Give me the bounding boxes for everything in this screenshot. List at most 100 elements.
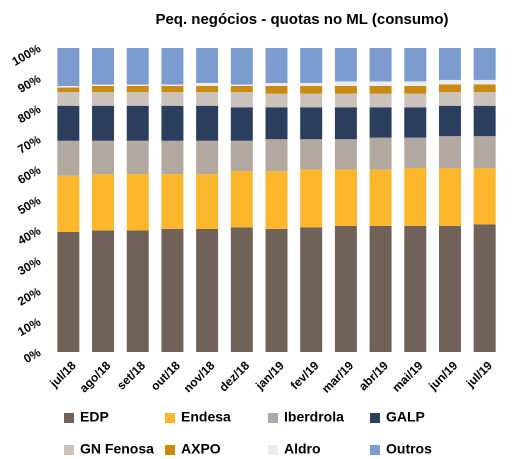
x-tick-label: out/18 <box>148 358 183 393</box>
bar-segment <box>230 86 253 93</box>
bar-segment <box>57 87 80 93</box>
bar-segment <box>126 92 149 106</box>
bar-segment <box>438 168 461 226</box>
legend-swatch <box>64 445 74 455</box>
legend-label: Outros <box>386 441 432 457</box>
bar-segment <box>265 139 288 172</box>
x-tick-label: ago/18 <box>77 358 114 395</box>
bar-segment <box>404 48 427 82</box>
bar-segment <box>230 171 253 228</box>
x-tick-label: jun/19 <box>425 358 460 393</box>
bar-segment <box>473 136 496 169</box>
bar-segment <box>334 81 357 86</box>
legend-swatch <box>370 413 380 423</box>
bar-segment <box>404 81 427 86</box>
bar-segment <box>265 107 288 140</box>
bar-segment <box>438 225 461 352</box>
y-tick-label: 80% <box>15 102 43 126</box>
x-tick-label: jul/18 <box>46 358 79 391</box>
bar-segment <box>334 225 357 352</box>
bar-segment <box>92 48 115 85</box>
bar-segment <box>126 105 149 141</box>
bar-segment <box>369 81 392 86</box>
legend-label: Iberdrola <box>284 409 344 425</box>
legend-swatch <box>64 413 74 423</box>
legend-label: GALP <box>386 409 425 425</box>
bar-segment <box>265 48 288 83</box>
y-tick-label: 60% <box>15 163 43 187</box>
bar-segment <box>300 86 323 94</box>
legend-label: Aldro <box>284 441 321 457</box>
legend-swatch <box>370 445 380 455</box>
bar-segment <box>230 107 253 141</box>
bar-segment <box>473 168 496 225</box>
bar-segment <box>404 86 427 94</box>
chart-title: Peq. negócios - quotas no ML (consumo) <box>155 11 448 28</box>
y-tick-label: 10% <box>15 315 43 339</box>
y-tick-label: 50% <box>15 193 43 217</box>
bar-segment <box>369 137 392 170</box>
bar-segment <box>473 84 496 93</box>
bar-segment <box>438 84 461 93</box>
y-tick-label: 90% <box>15 71 43 95</box>
x-tick-label: set/18 <box>114 358 148 392</box>
bar-segment <box>265 86 288 94</box>
bar-segment <box>161 140 184 175</box>
bar-segment <box>473 48 496 80</box>
bar-segment <box>57 231 80 352</box>
bar-segment <box>334 86 357 94</box>
legend-swatch <box>165 413 175 423</box>
bar-segment <box>92 174 115 231</box>
bar-segment <box>196 48 219 83</box>
bar-segment <box>473 79 496 85</box>
legend-label: Endesa <box>181 409 231 425</box>
bar-segment <box>161 92 184 106</box>
bar-segment <box>334 139 357 170</box>
bar-segment <box>126 86 149 93</box>
bar-segment <box>473 105 496 137</box>
bar-segment <box>369 225 392 352</box>
bar-segment <box>126 174 149 231</box>
bar-segment <box>404 137 427 169</box>
legend-label: GN Fenosa <box>80 441 154 457</box>
y-tick-label: 70% <box>15 132 43 156</box>
bar-segment <box>92 86 115 93</box>
bar-segment <box>334 48 357 82</box>
y-tick-label: 40% <box>15 223 43 247</box>
x-tick-label: mar/19 <box>319 358 356 395</box>
bar-segment <box>230 92 253 108</box>
bar-segment <box>438 92 461 106</box>
bar-segment <box>161 105 184 141</box>
bar-segment <box>126 140 149 175</box>
bar-segment <box>161 86 184 93</box>
legend-label: AXPO <box>181 441 221 457</box>
bar-segment <box>196 174 219 229</box>
bar-segment <box>438 48 461 80</box>
bar-segment <box>334 107 357 140</box>
bar-segment <box>300 82 323 86</box>
bar-segment <box>57 105 80 141</box>
bar-segment <box>473 92 496 106</box>
bar-segment <box>230 140 253 172</box>
bar-segment <box>196 228 219 352</box>
bar-segment <box>473 224 496 352</box>
bar-segment <box>57 140 80 176</box>
bar-segment <box>265 171 288 229</box>
bar-segment <box>57 86 80 88</box>
bar-segment <box>126 230 149 352</box>
bar-segment <box>300 48 323 83</box>
bar-segment <box>300 139 323 170</box>
bar-segment <box>92 105 115 141</box>
bar-segment <box>196 82 219 86</box>
bar-segment <box>161 174 184 229</box>
bar-segment <box>92 84 115 86</box>
legend-swatch <box>268 413 278 423</box>
bar-segment <box>57 175 80 232</box>
bar-segment <box>334 93 357 108</box>
legend-swatch <box>165 445 175 455</box>
y-tick-label: 20% <box>15 284 43 308</box>
legend-label: EDP <box>80 409 109 425</box>
bar-segment <box>126 84 149 86</box>
bar-segment <box>161 84 184 86</box>
